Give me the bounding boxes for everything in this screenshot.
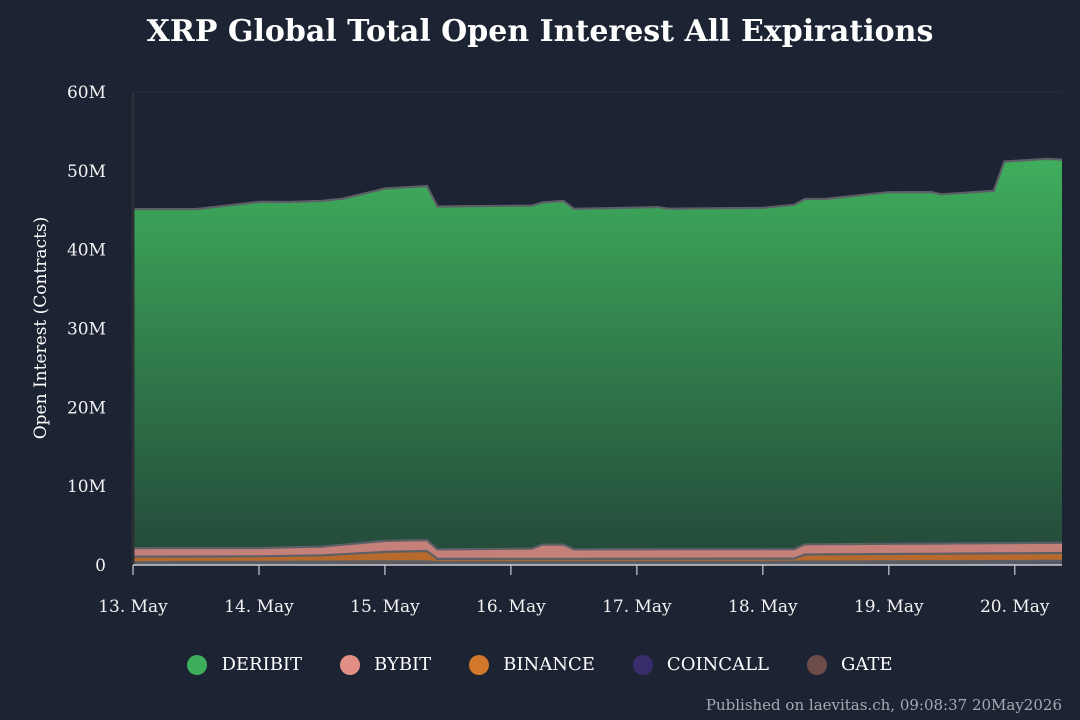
series-line-binance [132, 549, 1063, 561]
legend-marker [340, 654, 361, 675]
series-line-gate [132, 561, 1062, 565]
legend-item-bybit[interactable]: BYBIT [340, 654, 431, 675]
series-areas [132, 157, 1063, 565]
publish-credit: Published on laevitas.ch, 09:08:37 20May… [705, 696, 1062, 714]
x-tick-label: 15. May [350, 597, 420, 617]
legend-label: GATE [841, 654, 893, 675]
series-line-bybit [132, 538, 1063, 551]
legend-marker [469, 654, 490, 675]
x-tick-label: 19. May [854, 597, 924, 617]
legend-label: COINCALL [666, 654, 769, 675]
y-tick-label: 40M [67, 241, 106, 261]
axes: 0 10M 20M 30M 40M 50M 60M 13. May 14. May 15. May… [67, 83, 1062, 617]
y-tick-label: 60M [67, 83, 106, 103]
y-tick-label: 50M [67, 162, 106, 182]
legend-marker [632, 654, 653, 675]
y-tick-label: 20M [67, 398, 106, 418]
x-tick-label: 13. May [98, 597, 168, 617]
y-axis-title: Open Interest (Contracts) [31, 217, 51, 440]
y-tick-label: 30M [67, 320, 106, 340]
y-tick-label: 10M [67, 477, 106, 497]
legend-label: DERIBIT [221, 654, 303, 675]
y-tick-label: 0 [95, 556, 106, 576]
legend-label: BINANCE [503, 654, 595, 675]
x-tick-label: 14. May [224, 597, 294, 617]
legend-label: BYBIT [374, 654, 432, 675]
series-line-deribit [133, 157, 1063, 211]
legend-item-deribit[interactable]: DERIBIT [187, 654, 302, 675]
legend-marker [807, 654, 827, 675]
legend-item-binance[interactable]: BINANCE [469, 654, 595, 675]
legend-item-coincall[interactable]: COINCALL [632, 654, 769, 675]
x-tick-label: 17. May [602, 597, 672, 617]
legend: DERIBIT BYBIT BINANCE COINCALL GATE [0, 654, 1080, 675]
legend-item-gate[interactable]: GATE [807, 654, 893, 675]
series-line-coincall [132, 559, 1062, 564]
legend-marker [187, 654, 208, 675]
series-area-deribit [133, 158, 1062, 550]
x-tick-label: 16. May [476, 597, 546, 617]
x-tick-label: 20. May [980, 597, 1050, 617]
chart-title: XRP Global Total Open Interest All Expir… [146, 14, 934, 49]
x-tick-label: 18. May [728, 597, 798, 617]
